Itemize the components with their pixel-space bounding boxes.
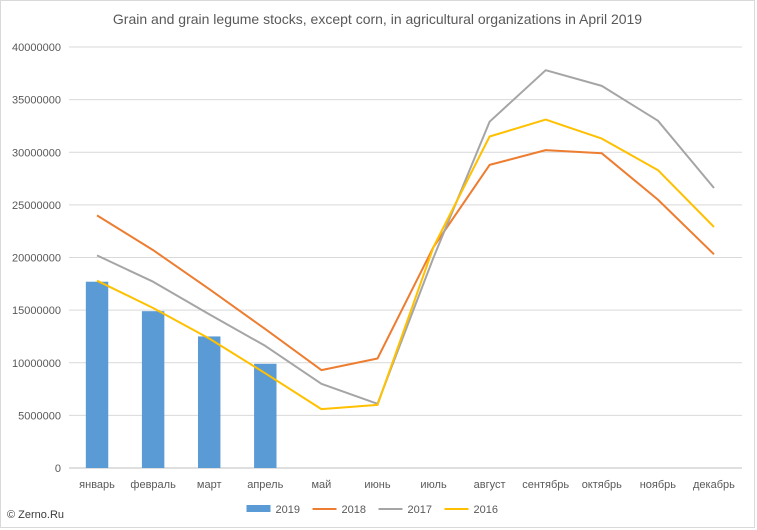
y-tick-label: 35000000 <box>12 95 61 107</box>
x-tick-label: февраль <box>130 479 176 491</box>
line-series-2018 <box>96 149 715 372</box>
y-tick-label: 40000000 <box>12 42 61 54</box>
x-tick-label: август <box>474 479 506 491</box>
y-tick-label: 15000000 <box>12 305 61 317</box>
line-series-2017 <box>96 69 715 405</box>
legend-label-2017: 2017 <box>408 504 432 516</box>
x-tick-label: май <box>311 479 331 491</box>
y-tick-label: 5000000 <box>18 410 61 422</box>
legend-label-2018: 2018 <box>342 504 366 516</box>
x-tick-label: октябрь <box>582 479 622 491</box>
legend-label-2016: 2016 <box>474 504 498 516</box>
x-tick-label: январь <box>79 479 115 491</box>
bar-2019 <box>85 281 109 468</box>
watermark: © Zerno.Ru <box>7 509 65 521</box>
y-tick-label: 20000000 <box>12 253 61 265</box>
bar-2019 <box>254 363 277 468</box>
chart-title: Grain and grain legume stocks, except co… <box>112 11 643 27</box>
bar-2019 <box>141 311 165 468</box>
line-series-2016 <box>96 118 715 411</box>
y-tick-label: 0 <box>55 463 61 475</box>
legend-label-2019: 2019 <box>276 504 300 516</box>
x-tick-label: июнь <box>364 479 390 491</box>
y-tick-label: 25000000 <box>12 200 61 212</box>
bar-2019 <box>197 336 221 468</box>
x-tick-label: март <box>197 479 222 491</box>
y-tick-label: 30000000 <box>12 147 61 159</box>
x-tick-label: ноябрь <box>640 479 677 491</box>
x-tick-label: июль <box>420 479 447 491</box>
y-tick-label: 10000000 <box>12 358 61 370</box>
x-tick-label: апрель <box>247 479 283 491</box>
legend-swatch-2019 <box>246 505 271 512</box>
x-tick-label: декабрь <box>693 479 735 491</box>
x-tick-label: сентябрь <box>522 479 569 491</box>
